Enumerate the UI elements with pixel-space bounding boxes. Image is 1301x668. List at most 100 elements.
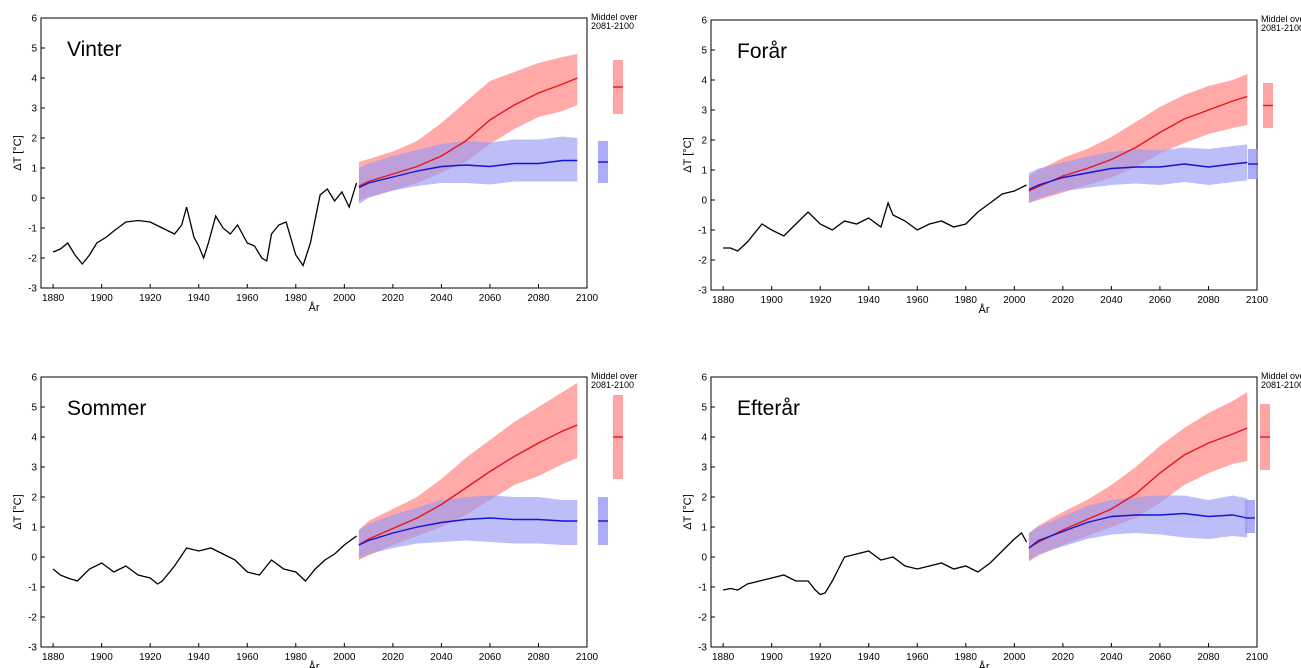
panel-title: Efterår	[737, 397, 800, 420]
x-tick-label: 2100	[1246, 295, 1269, 306]
x-tick-label: 1960	[236, 293, 259, 304]
x-tick-label: 1980	[285, 652, 308, 663]
x-tick-label: 1980	[285, 293, 308, 304]
side-note-line1: Middel over	[1261, 371, 1301, 381]
y-tick-label: 0	[31, 553, 37, 564]
low-scenario-line	[358, 159, 578, 189]
x-tick-label: 1920	[809, 652, 832, 663]
y-tick-label: -1	[698, 226, 707, 237]
side-note-line1: Middel over	[1261, 14, 1301, 24]
x-tick-label: 2040	[1100, 295, 1123, 306]
side-note-line2: 2081-2100	[1261, 380, 1301, 390]
panel-title: Sommer	[67, 397, 146, 420]
high-scenario-line	[358, 77, 578, 187]
low-scenario-end-bar	[1245, 500, 1255, 533]
y-tick-label: 3	[701, 106, 707, 117]
x-tick-label: 1960	[236, 652, 259, 663]
x-tick-label: 2000	[1003, 295, 1026, 306]
y-tick-label: 1	[31, 164, 37, 175]
y-tick-label: 0	[701, 553, 707, 564]
low-scenario-band	[358, 495, 578, 559]
x-axis-label: År	[309, 660, 320, 668]
y-tick-label: 0	[701, 196, 707, 207]
high-scenario-line	[358, 424, 578, 546]
x-tick-label: 2060	[479, 652, 502, 663]
low-scenario-line	[1028, 512, 1248, 549]
y-axis-label: ΔT [°C]	[682, 494, 694, 529]
x-tick-label: 2020	[382, 293, 405, 304]
y-tick-label: 1	[701, 523, 707, 534]
x-tick-label: 2000	[1003, 652, 1026, 663]
x-tick-label: 1940	[188, 652, 211, 663]
x-tick-label: 1880	[42, 293, 65, 304]
y-tick-label: 6	[31, 14, 37, 25]
y-tick-label: 4	[31, 74, 37, 85]
observed-line	[52, 182, 358, 267]
x-tick-label: 2060	[479, 293, 502, 304]
y-tick-label: 0	[31, 194, 37, 205]
x-axis-label: År	[309, 301, 320, 314]
x-tick-label: 2100	[576, 293, 599, 304]
y-tick-label: 1	[701, 166, 707, 177]
y-tick-label: -3	[698, 643, 707, 654]
panel-title: Vinter	[67, 38, 121, 61]
x-tick-label: 1900	[91, 652, 114, 663]
x-tick-label: 1940	[858, 295, 881, 306]
x-tick-label: 2000	[333, 652, 356, 663]
y-tick-label: -3	[28, 643, 37, 654]
y-tick-label: -1	[28, 583, 37, 594]
y-tick-label: 3	[701, 463, 707, 474]
x-tick-label: 1920	[139, 293, 162, 304]
y-tick-label: 3	[31, 463, 37, 474]
y-tick-label: 2	[701, 136, 707, 147]
side-note-line2: 2081-2100	[1261, 23, 1301, 33]
x-tick-label: 2020	[1052, 652, 1075, 663]
x-tick-label: 1880	[712, 295, 735, 306]
x-tick-label: 2100	[1246, 652, 1269, 663]
panel-foraar: -3 -2 -1 0 1 2 3 4 5 6 1880 1900 1920 1940 1960 1980 200…	[682, 14, 1301, 316]
side-note-line2: 2081-2100	[591, 21, 634, 31]
y-tick-label: 4	[701, 76, 707, 87]
y-tick-label: -2	[698, 613, 707, 624]
y-tick-label: 4	[31, 433, 37, 444]
side-note-line1: Middel over	[591, 12, 638, 22]
x-tick-label: 1900	[91, 293, 114, 304]
x-tick-label: 1900	[761, 295, 784, 306]
x-tick-label: 1880	[712, 652, 735, 663]
y-tick-label: -2	[28, 254, 37, 265]
y-tick-label: 6	[701, 16, 707, 27]
x-axis-label: År	[979, 660, 990, 668]
low-scenario-band	[358, 136, 578, 204]
x-tick-label: 2040	[430, 652, 453, 663]
low-scenario-band	[1028, 495, 1248, 560]
y-tick-label: -3	[28, 284, 37, 295]
x-tick-label: 2040	[1100, 652, 1123, 663]
x-tick-label: 1920	[139, 652, 162, 663]
observed-line	[723, 184, 1027, 252]
x-tick-label: 1940	[858, 652, 881, 663]
y-tick-label: 5	[701, 403, 707, 414]
x-tick-label: 2040	[430, 293, 453, 304]
observed-line	[52, 535, 357, 585]
y-tick-label: 1	[31, 523, 37, 534]
x-axis-label: År	[979, 303, 990, 316]
x-tick-label: 2080	[527, 652, 550, 663]
y-tick-label: 2	[31, 493, 37, 504]
x-tick-label: 2020	[1052, 295, 1075, 306]
y-tick-label: 5	[701, 46, 707, 57]
panel-vinter: -3 -2 -1 0 1 2 3 4 5 6 1880 1900 1920 1940 1960 1980 200…	[12, 12, 638, 314]
panel-sommer: -3 -2 -1 0 1 2 3 4 5 6 1880 1900 1920 1940 1960 1980 200…	[12, 371, 638, 668]
x-tick-label: 2080	[1197, 652, 1220, 663]
x-tick-label: 2080	[1197, 295, 1220, 306]
y-tick-label: 6	[701, 373, 707, 384]
x-tick-label: 2060	[1149, 652, 1172, 663]
x-tick-label: 2080	[527, 293, 550, 304]
low-scenario-band	[1028, 144, 1248, 203]
y-tick-label: -1	[698, 583, 707, 594]
y-axis-label: ΔT [°C]	[682, 137, 694, 172]
x-tick-label: 2100	[576, 652, 599, 663]
y-tick-label: 2	[31, 134, 37, 145]
y-tick-label: 4	[701, 433, 707, 444]
x-tick-label: 1980	[955, 652, 978, 663]
